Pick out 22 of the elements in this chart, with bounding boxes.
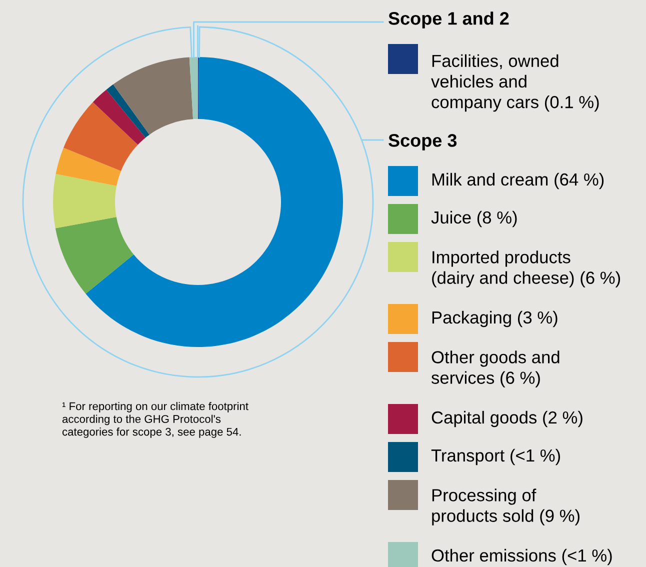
- legend-label: Other goods and services (6 %): [431, 350, 560, 388]
- donut-slice: [106, 84, 150, 138]
- legend-label: Milk and cream (64 %): [432, 172, 604, 190]
- text: ¹ For reporting on our climate footprint according to the GHG Protocol's categories for scope 3, see page 54.: [62, 402, 248, 438]
- donut-slice: [55, 217, 134, 294]
- legend-label: Juice (8 %): [431, 210, 517, 228]
- legend-label: Packaging (3 %): [432, 310, 558, 328]
- text: Scope 3: [388, 134, 457, 150]
- legend-label: Transport (<1 %): [431, 448, 560, 466]
- legend-label: Imported products (dairy and cheese) (6 %): [432, 250, 620, 288]
- donut-slice: [189, 57, 198, 120]
- donut-slice: [64, 102, 138, 171]
- donut-slice: [53, 174, 117, 228]
- legend-label: Capital goods (2 %): [432, 410, 582, 428]
- legend-label: Other emissions (<1 %): [432, 548, 612, 566]
- legend-label: Processing of products sold (9 %): [432, 488, 580, 526]
- legend-label: Facilities, owned vehicles and company cars (0.1 %): [431, 54, 599, 112]
- donut-slice: [92, 90, 146, 145]
- donut-slice: [113, 57, 194, 135]
- donut-slice: [56, 148, 122, 186]
- donut-slice: [86, 57, 343, 347]
- text: Scope 1 and 2: [388, 12, 509, 28]
